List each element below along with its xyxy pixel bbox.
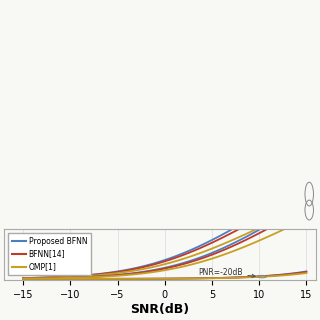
Text: PNR=-20dB: PNR=-20dB	[198, 268, 255, 277]
X-axis label: SNR(dB): SNR(dB)	[131, 303, 189, 316]
Text: PNR=20dB: PNR=20dB	[0, 319, 1, 320]
Text: PNR=0dB: PNR=0dB	[0, 319, 1, 320]
Legend: Proposed BFNN, BFNN[14], OMP[1]: Proposed BFNN, BFNN[14], OMP[1]	[8, 233, 91, 275]
